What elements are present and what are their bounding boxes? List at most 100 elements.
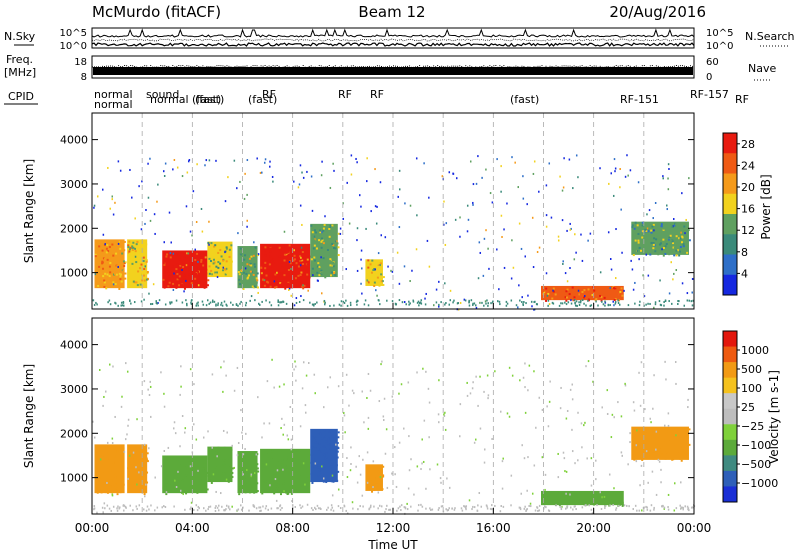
power-ground-scatter [96, 303, 98, 306]
power-echo-cell [124, 272, 127, 275]
velocity-scatter-echo [223, 360, 225, 363]
colorbar-tick-label: −1000 [741, 477, 778, 490]
power-echo-cell [104, 239, 107, 242]
power-echo-cell [562, 295, 565, 298]
power-echo-cell [211, 250, 214, 253]
velocity-echo-cell [285, 491, 288, 494]
velocity-scatter-echo [468, 499, 471, 502]
velocity-echo-cell [288, 474, 291, 477]
power-scatter-echo [195, 220, 198, 223]
velocity-scatter-echo [323, 406, 325, 409]
power-scatter-echo [112, 283, 115, 286]
power-ground-scatter [379, 303, 381, 306]
velocity-echo-cell [367, 470, 370, 473]
nave-point [108, 65, 110, 67]
velocity-echo-cell [330, 463, 333, 466]
velocity-ground-scatter [258, 506, 260, 509]
velocity-echo-cell [114, 449, 117, 452]
power-echo-cell [286, 280, 289, 283]
power-echo-cell [367, 281, 370, 284]
power-ground-scatter [120, 304, 122, 307]
power-scatter-echo [482, 274, 485, 277]
velocity-ground-scatter [101, 506, 104, 509]
velocity-scatter-echo [342, 411, 345, 414]
velocity-scatter-echo [655, 430, 658, 433]
power-echo-cell [662, 254, 665, 257]
velocity-echo-cell [302, 475, 305, 478]
power-ground-scatter [345, 299, 347, 302]
velocity-echo-cell [98, 488, 101, 491]
power-echo-cell [644, 228, 647, 231]
velocity-echo-cell [680, 459, 683, 462]
velocity-scatter-echo [438, 421, 440, 424]
velocity-ground-scatter [279, 508, 282, 511]
power-echo-cell [100, 272, 103, 275]
power-scatter-echo [619, 186, 621, 189]
power-echo-cell [202, 278, 205, 281]
power-ground-scatter [277, 304, 280, 307]
velocity-scatter-echo [219, 492, 222, 495]
power-echo-cell [175, 253, 178, 256]
nave-point [328, 65, 330, 67]
power-ground-scatter [688, 299, 691, 302]
velocity-ground-scatter [543, 505, 546, 508]
velocity-scatter-echo [295, 365, 297, 368]
velocity-scatter-echo [179, 445, 181, 448]
power-echo-cell [106, 273, 109, 276]
power-echo-cell [671, 240, 674, 243]
velocity-scatter-echo [174, 432, 177, 435]
power-ground-scatter [491, 301, 494, 304]
velocity-scatter-echo [291, 499, 293, 502]
power-echo-cell [254, 265, 257, 268]
power-scatter-echo [688, 177, 690, 180]
velocity-ground-scatter [123, 509, 125, 512]
velocity-ground-scatter [566, 505, 569, 508]
velocity-scatter-echo [175, 485, 178, 488]
velocity-scatter-echo [290, 438, 293, 441]
velocity-ground-scatter [596, 504, 598, 507]
power-echo-cell [313, 271, 316, 274]
power-ground-scatter [574, 302, 576, 305]
power-echo-cell [285, 253, 288, 256]
velocity-ground-scatter [276, 507, 278, 510]
power-echo-cell [581, 296, 584, 299]
velocity-scatter-echo [478, 492, 481, 495]
power-echo-cell [120, 267, 123, 270]
velocity-echo-cell [382, 475, 385, 478]
colorbar-tick-label: −25 [741, 420, 764, 433]
velocity-scatter-echo [599, 491, 602, 494]
velocity-echo-cell [192, 488, 195, 491]
power-scatter-echo [624, 175, 627, 178]
velocity-scatter-echo [114, 415, 116, 418]
colorbar-tick-label: 28 [741, 138, 755, 151]
power-scatter-echo [548, 303, 551, 306]
power-echo-cell [658, 243, 661, 246]
velocity-echo-cell [222, 459, 225, 462]
nave-point [138, 66, 140, 68]
velocity-scatter-echo [547, 425, 550, 428]
velocity-scatter-echo [571, 383, 574, 386]
velocity-echo-cell [285, 466, 288, 469]
velocity-echo-cell [645, 438, 648, 441]
power-scatter-echo [533, 308, 535, 311]
power-echo-cell [329, 264, 332, 267]
velocity-echo-cell [304, 485, 307, 488]
velocity-echo-cell [108, 457, 111, 460]
power-echo-cell [249, 270, 252, 273]
velocity-ground-scatter [129, 504, 131, 507]
power-scatter-echo [538, 190, 540, 193]
power-ground-scatter [435, 301, 438, 304]
velocity-scatter-echo [606, 389, 609, 392]
power-echo-cell [145, 278, 148, 281]
power-echo-cell [238, 273, 241, 276]
velocity-echo-cell [287, 490, 290, 493]
power-scatter-echo [561, 302, 564, 305]
velocity-echo-cell [676, 433, 679, 436]
power-scatter-echo [172, 168, 174, 171]
power-echo-cell [566, 288, 569, 291]
velocity-echo-cell [567, 497, 570, 500]
power-echo-cell [119, 273, 122, 276]
velocity-scatter-echo [508, 366, 511, 369]
velocity-ground-scatter [227, 505, 230, 508]
velocity-scatter-echo [485, 504, 488, 507]
